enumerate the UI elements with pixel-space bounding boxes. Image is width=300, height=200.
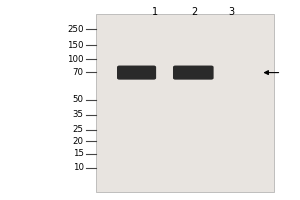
Text: 1: 1 <box>152 7 158 17</box>
Text: 35: 35 <box>73 110 84 119</box>
Text: 2: 2 <box>191 7 197 17</box>
Text: 70: 70 <box>73 68 84 77</box>
Text: 150: 150 <box>67 41 84 50</box>
Text: 100: 100 <box>67 55 84 64</box>
Text: 250: 250 <box>67 25 84 34</box>
FancyBboxPatch shape <box>117 66 156 80</box>
Bar <box>96 14 274 192</box>
Text: 15: 15 <box>73 149 84 158</box>
FancyBboxPatch shape <box>173 66 214 80</box>
Text: 10: 10 <box>73 163 84 172</box>
Text: 50: 50 <box>73 95 84 104</box>
Text: 25: 25 <box>73 125 84 134</box>
Text: 3: 3 <box>228 7 234 17</box>
Text: 20: 20 <box>73 137 84 146</box>
